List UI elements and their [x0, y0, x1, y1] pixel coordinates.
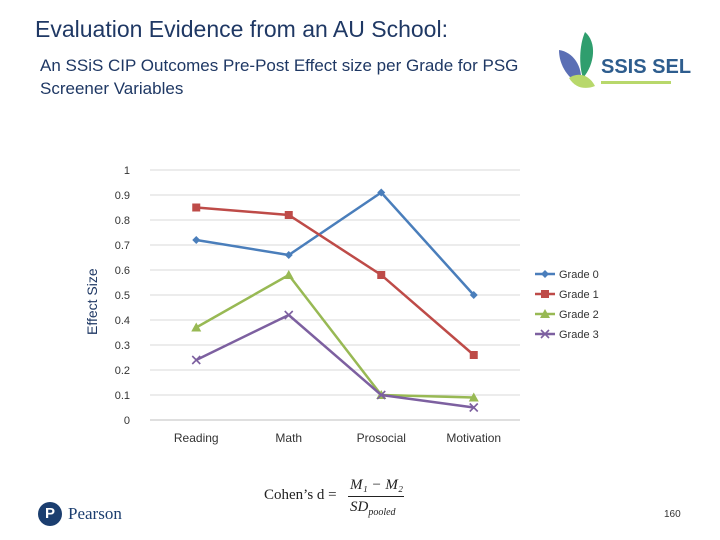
data-point-marker	[376, 390, 386, 400]
y-tick-label: 0.9	[115, 190, 130, 202]
y-tick-label: 1	[124, 165, 130, 177]
data-point-marker	[283, 270, 294, 279]
series-line-grade-2	[195, 273, 474, 399]
data-point-marker	[284, 251, 293, 259]
formula-fraction-bar	[348, 496, 404, 497]
formula-denominator: SDpooled	[350, 499, 396, 518]
data-point-marker	[540, 309, 550, 318]
data-point-marker	[192, 203, 201, 212]
series-line-grade-0	[196, 190, 475, 296]
data-point-marker	[377, 271, 386, 279]
ssis-sel-logo: SSIS SEL	[555, 28, 691, 94]
y-tick-label: 0.8	[115, 215, 130, 227]
data-point-marker	[469, 351, 478, 359]
y-tick-label: 0.5	[115, 290, 130, 302]
data-point-marker	[541, 270, 549, 278]
data-point-marker	[284, 310, 294, 320]
formula-numerator: M₁ − M₂	[350, 477, 404, 493]
data-point-marker	[540, 329, 550, 339]
legend-label: Grade 1	[559, 289, 599, 301]
data-point-marker	[377, 188, 386, 197]
ssis-leaf-icon	[559, 32, 595, 88]
y-tick-label: 0.6	[115, 265, 130, 277]
data-point-marker	[469, 402, 479, 413]
x-tick-label: Prosocial	[357, 431, 406, 445]
series-line-grade-1	[196, 206, 475, 356]
logo-wordmark: SSIS SEL	[601, 56, 692, 78]
y-axis-label: Effect Size	[84, 268, 100, 335]
series-line-grade-3	[195, 313, 474, 409]
data-point-marker	[191, 322, 202, 332]
effect-size-line-chart: 0 0.1 0.2 0.3 0.4 0.5 0.6 0.7 0.8 0.9 1 Reading Math…	[115, 165, 599, 445]
data-point-marker	[191, 355, 201, 365]
slide-title: Evaluation Evidence from an AU School:	[35, 16, 448, 42]
x-tick-label: Motivation	[446, 431, 501, 445]
slide-subtitle: An SSiS CIP Outcomes Pre-Post Effect siz…	[40, 56, 519, 98]
page-number: 160	[664, 509, 681, 520]
x-tick-label: Reading	[174, 431, 219, 445]
data-point-marker	[541, 290, 549, 298]
pearson-p-icon: P	[38, 502, 62, 526]
legend-label: Grade 2	[559, 309, 599, 321]
data-point-marker	[192, 236, 201, 244]
pearson-wordmark: Pearson	[68, 504, 122, 523]
legend-label: Grade 0	[559, 269, 599, 281]
logo-tagline-bar	[601, 81, 671, 84]
y-tick-label: 0.1	[115, 390, 130, 402]
legend-label: Grade 3	[559, 329, 599, 341]
data-point-marker	[469, 291, 478, 299]
y-tick-label: 0.3	[115, 340, 130, 352]
y-tick-label: 0.7	[115, 240, 130, 252]
y-tick-label: 0	[124, 415, 130, 427]
data-point-marker	[468, 392, 479, 402]
y-tick-label: 0.2	[115, 365, 130, 377]
formula-lhs: Cohen’s d =	[264, 487, 337, 503]
y-tick-label: 0.4	[115, 315, 130, 327]
data-point-marker	[284, 211, 293, 219]
x-tick-label: Math	[275, 431, 302, 445]
